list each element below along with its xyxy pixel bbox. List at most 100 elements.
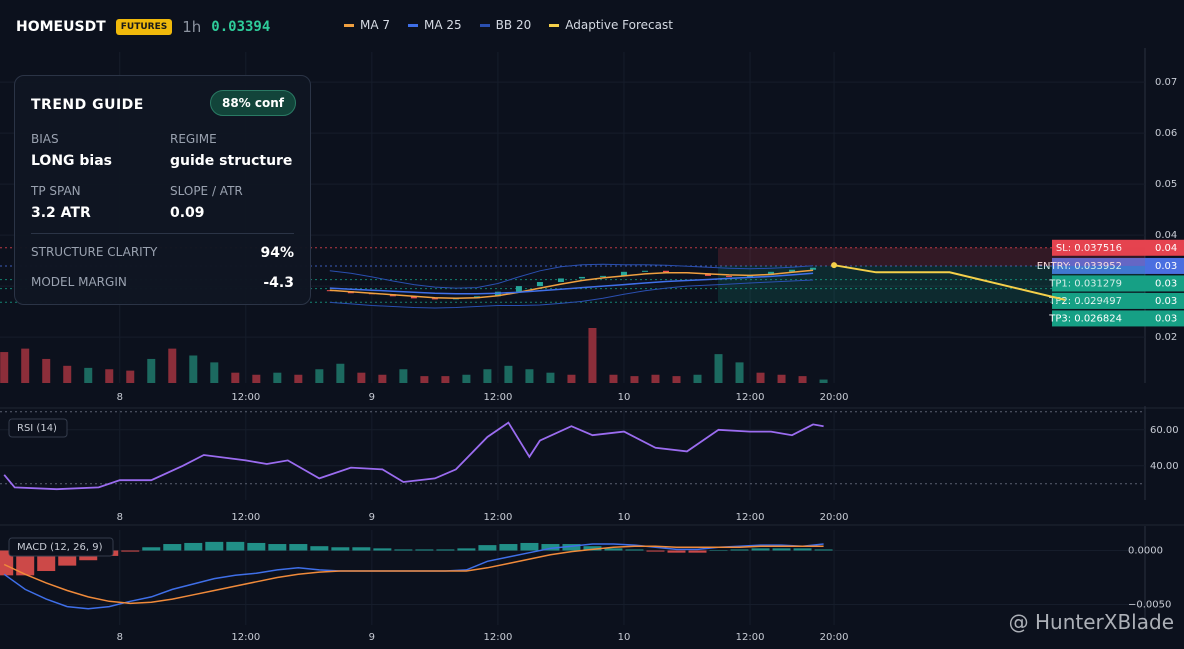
confidence: 88% conf [209, 90, 296, 116]
macd-line [3, 545, 824, 605]
macd-histogram [436, 549, 455, 551]
metric-value: -4.3 [263, 275, 294, 291]
macd-histogram [604, 548, 623, 551]
interval[interactable]: 1h [182, 18, 202, 36]
x-tick-label: 12:00 [736, 392, 765, 403]
y-tick-label: 0.0000 [1128, 546, 1163, 557]
macd-histogram [457, 548, 476, 551]
legend-label: MA 7 [360, 18, 391, 32]
x-tick-label: 20:00 [820, 632, 849, 643]
candle [620, 271, 627, 276]
legend: MA 7 MA 25 BB 20 Adaptive Forecast [344, 18, 673, 32]
volume-bar [210, 362, 219, 383]
candle [599, 275, 606, 277]
macd-histogram [163, 544, 182, 551]
volume-bar [21, 348, 30, 383]
x-tick-label: 10 [618, 512, 631, 523]
volume-bar [672, 376, 681, 383]
volume-bar [546, 372, 555, 383]
macd-histogram [268, 544, 287, 551]
y-tick-label: 40.00 [1150, 461, 1179, 472]
macd-histogram [394, 549, 413, 551]
macd-histogram [751, 548, 770, 551]
macd-histogram [625, 549, 644, 551]
symbol[interactable]: HOMEUSDT [16, 19, 106, 35]
macd-histogram [814, 549, 833, 551]
x-tick-label: 12:00 [231, 512, 260, 523]
macd-histogram [0, 550, 14, 576]
metric-label: STRUCTURE CLARITY [31, 245, 158, 259]
x-tick-label: 12:00 [484, 392, 513, 403]
legend-label: Adaptive Forecast [565, 18, 673, 32]
volume-bar [126, 370, 135, 383]
legend-swatch [344, 24, 354, 27]
volume-bar [105, 369, 114, 383]
level-label: ENTRY: 0.033952 [1037, 261, 1122, 272]
macd-histogram [562, 544, 581, 551]
candle [410, 296, 417, 299]
field-value: guide structure [170, 153, 293, 169]
level-label: TP3: 0.026824 [1048, 313, 1122, 324]
header: HOMEUSDT FUTURES 1h 0.03394 [16, 16, 270, 38]
macd-line [3, 543, 824, 610]
volume-bar [336, 363, 345, 383]
legend-item[interactable]: Adaptive Forecast [549, 18, 673, 32]
macd-histogram [16, 550, 35, 576]
candle [768, 271, 775, 275]
level-tag [1052, 239, 1184, 256]
macd-histogram [205, 541, 224, 551]
level-label: TP1: 0.031279 [1048, 278, 1122, 289]
volume-bar [777, 374, 786, 383]
y-tick-label: 0.02 [1155, 332, 1177, 343]
legend-label: BB 20 [495, 18, 532, 32]
field-value: 3.2 ATR [31, 205, 91, 221]
macd-histogram [184, 542, 203, 551]
volume-bar [819, 379, 828, 383]
legend-item[interactable]: MA 25 [408, 18, 462, 32]
bb-upper [329, 263, 814, 289]
macd-histogram [142, 547, 161, 551]
level-label: SL: 0.037516 [1056, 243, 1122, 254]
macd-histogram [373, 548, 392, 551]
volume-bar [252, 374, 261, 383]
macd-histogram [772, 548, 791, 551]
candle [810, 267, 817, 270]
macd-histogram [289, 544, 308, 551]
volume-bar [567, 374, 576, 383]
metric-label: MODEL MARGIN [31, 275, 127, 289]
volume-bar [315, 369, 324, 383]
macd-histogram [730, 549, 749, 551]
volume-bar [273, 372, 282, 383]
field-label: REGIME [170, 132, 217, 146]
volume-bar [735, 362, 744, 383]
x-tick-label: 20:00 [820, 392, 849, 403]
field-label: TP SPAN [31, 184, 81, 198]
x-tick-label: 20:00 [820, 512, 849, 523]
level-axis-label: 0.03 [1155, 313, 1177, 324]
macd-histogram [709, 550, 728, 552]
macd-histogram [667, 550, 686, 553]
level-axis-label: 0.03 [1155, 261, 1177, 272]
macd-histogram [121, 550, 140, 552]
legend-swatch [408, 24, 419, 27]
candle [789, 269, 796, 272]
macd-histogram [226, 541, 245, 551]
metric-value: 94% [260, 245, 294, 261]
legend-swatch [549, 24, 560, 27]
volume-bar [483, 369, 492, 383]
y-tick-label: 0.05 [1155, 179, 1177, 190]
x-tick-label: 9 [369, 632, 375, 643]
candle [536, 282, 543, 287]
x-tick-label: 12:00 [231, 392, 260, 403]
forecast-line [833, 264, 1066, 301]
y-tick-label: −0.0050 [1128, 599, 1171, 610]
volume-bar [84, 367, 93, 383]
x-tick-label: 8 [117, 392, 123, 403]
trend-guide: TREND GUIDE 88% conf BIAS LONG bias REGI… [14, 75, 311, 305]
legend-item[interactable]: MA 7 [344, 18, 390, 32]
y-tick-label: 0.06 [1155, 128, 1177, 139]
forecast-point [831, 262, 838, 269]
macd-histogram [352, 547, 371, 551]
legend-item[interactable]: BB 20 [479, 18, 532, 32]
